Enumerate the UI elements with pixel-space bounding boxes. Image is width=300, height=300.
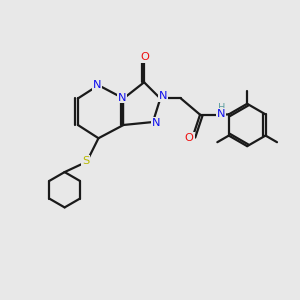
Text: S: S bbox=[82, 156, 89, 166]
Text: H: H bbox=[218, 103, 225, 113]
Text: O: O bbox=[185, 133, 194, 143]
Text: N: N bbox=[118, 93, 126, 103]
Text: N: N bbox=[217, 109, 226, 119]
Text: N: N bbox=[152, 118, 160, 128]
Text: N: N bbox=[93, 80, 101, 90]
Text: N: N bbox=[158, 91, 167, 101]
Text: O: O bbox=[140, 52, 149, 62]
